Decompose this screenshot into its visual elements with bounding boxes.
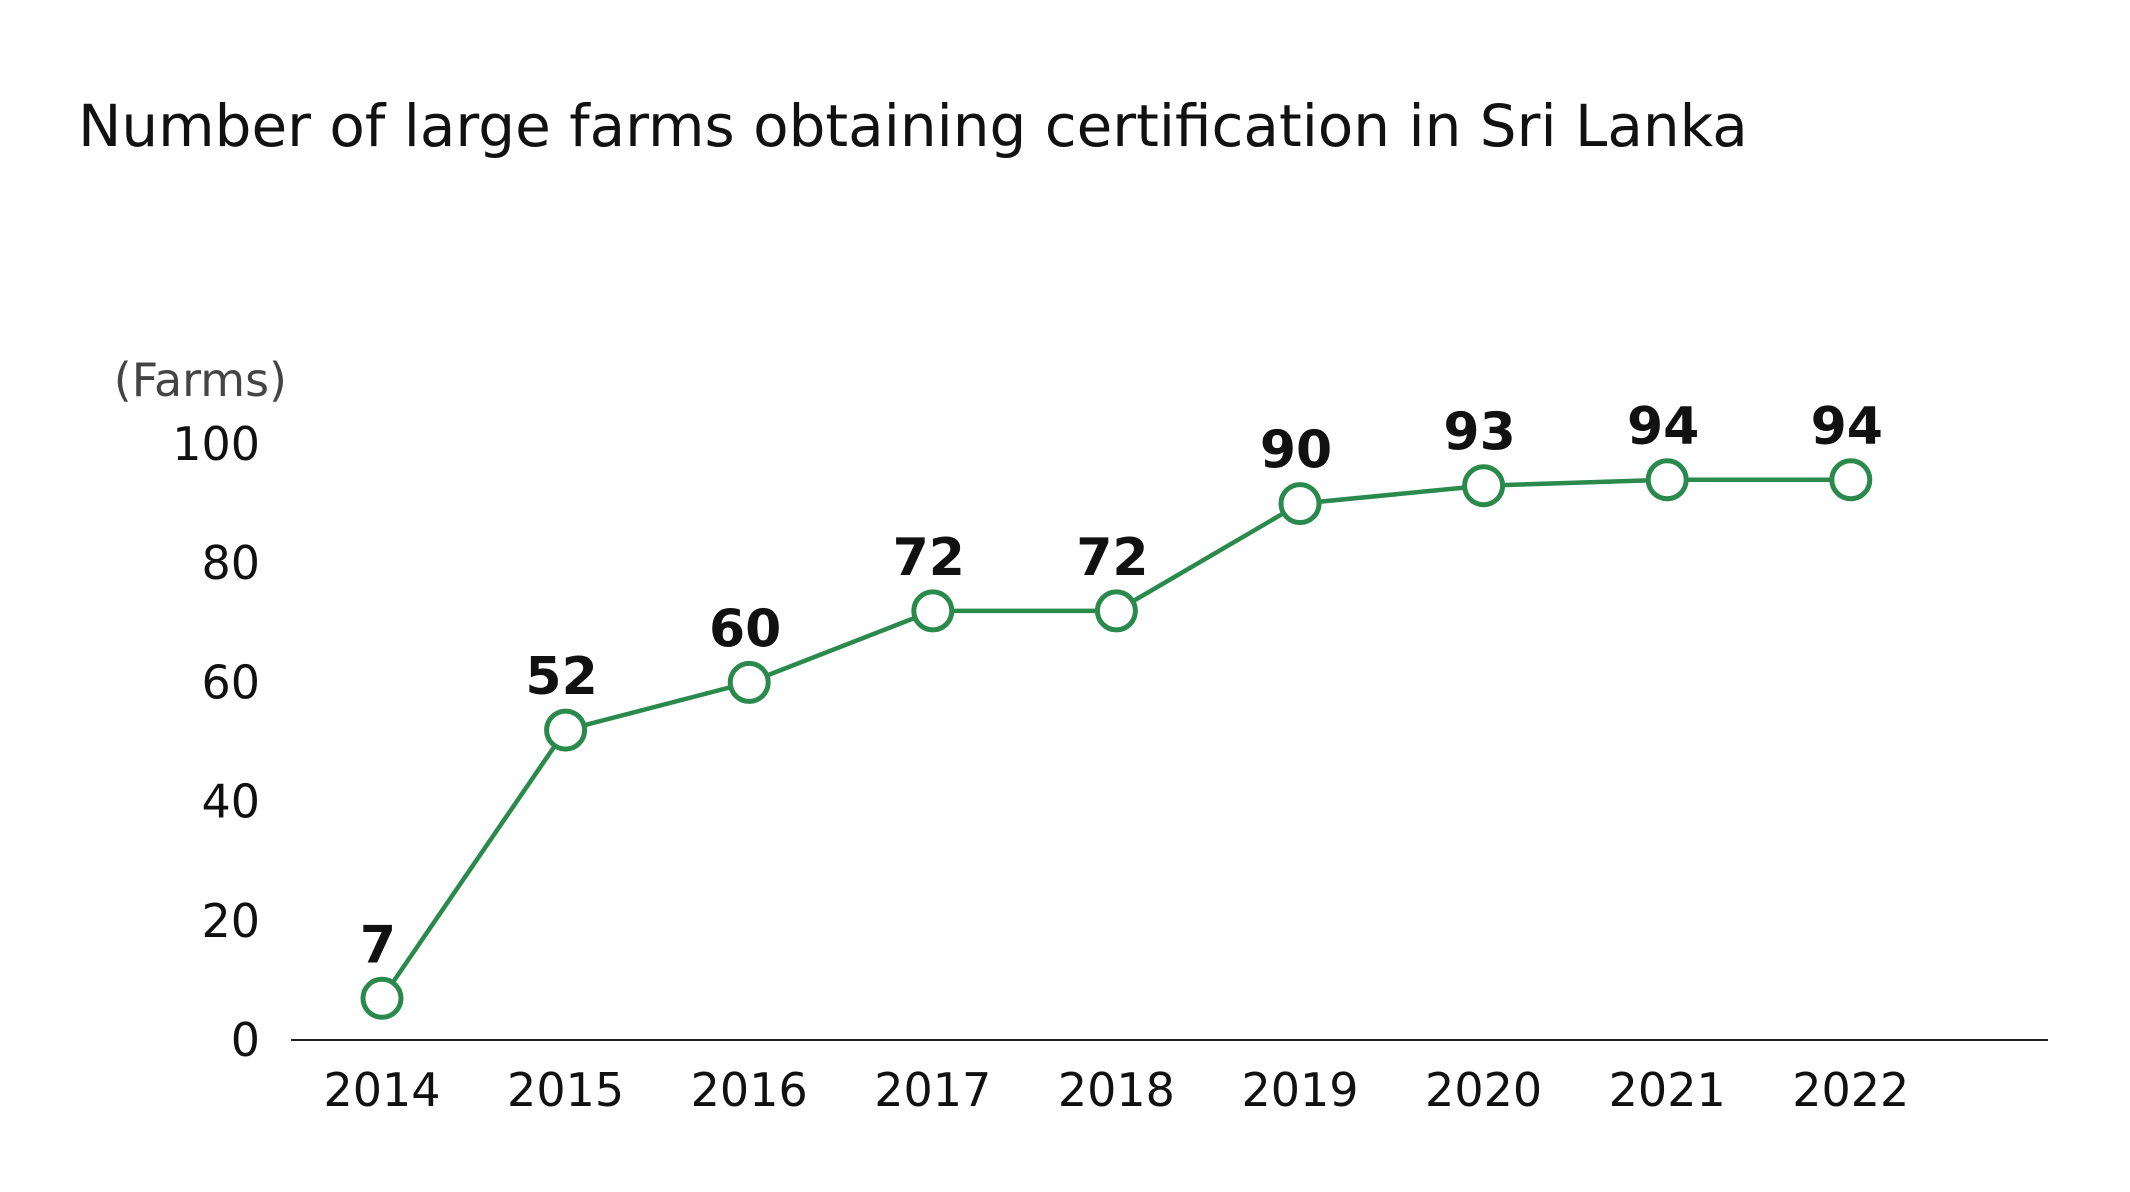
y-tick-label: 60: [201, 655, 260, 709]
data-label: 90: [1260, 421, 1332, 481]
x-tick-label: 2014: [323, 1063, 440, 1117]
x-tick-label: 2015: [507, 1063, 624, 1117]
data-label: 72: [893, 528, 965, 588]
data-point: [544, 708, 588, 752]
x-tick-label: 2019: [1241, 1063, 1358, 1117]
data-label: 94: [1627, 397, 1699, 457]
data-point: [1094, 589, 1138, 633]
data-label: 94: [1811, 397, 1883, 457]
data-label: 60: [709, 599, 781, 659]
data-label: 52: [525, 647, 597, 707]
x-tick-label: 2022: [1792, 1063, 1909, 1117]
data-point: [911, 589, 955, 633]
data-label: 93: [1443, 403, 1515, 463]
data-label: 72: [1076, 528, 1148, 588]
data-point: [1462, 464, 1506, 508]
data-point: [727, 660, 771, 704]
chart-title: Number of large farms obtaining certific…: [78, 92, 1748, 160]
y-tick-label: 0: [231, 1013, 260, 1067]
x-tick-label: 2021: [1609, 1063, 1726, 1117]
data-point: [1829, 458, 1873, 502]
x-tick-label: 2018: [1058, 1063, 1175, 1117]
x-tick-label: 2016: [691, 1063, 808, 1117]
x-tick-label: 2017: [874, 1063, 991, 1117]
data-point: [360, 976, 404, 1020]
y-tick-label: 20: [201, 894, 260, 948]
y-tick-label: 40: [201, 775, 260, 829]
data-point: [1645, 458, 1689, 502]
y-tick-label: 80: [201, 536, 260, 590]
y-tick-label: 100: [172, 417, 260, 471]
data-point: [1278, 482, 1322, 526]
data-label: 7: [360, 915, 396, 975]
y-axis-unit-label: (Farms): [114, 353, 287, 407]
x-tick-label: 2020: [1425, 1063, 1542, 1117]
